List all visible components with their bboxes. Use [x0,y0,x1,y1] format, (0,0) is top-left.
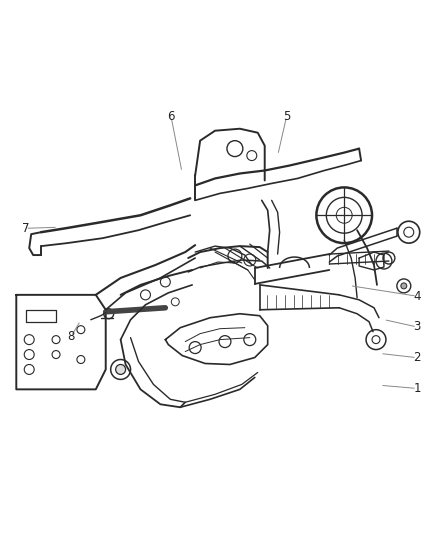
Text: 8: 8 [67,330,75,343]
Text: 6: 6 [167,110,175,124]
Text: 5: 5 [283,110,290,124]
Text: 2: 2 [413,351,421,364]
Text: 4: 4 [413,290,421,303]
Circle shape [116,365,126,375]
Text: 1: 1 [413,382,421,395]
Text: 7: 7 [21,222,29,235]
Text: 3: 3 [413,320,421,334]
Circle shape [401,283,407,289]
